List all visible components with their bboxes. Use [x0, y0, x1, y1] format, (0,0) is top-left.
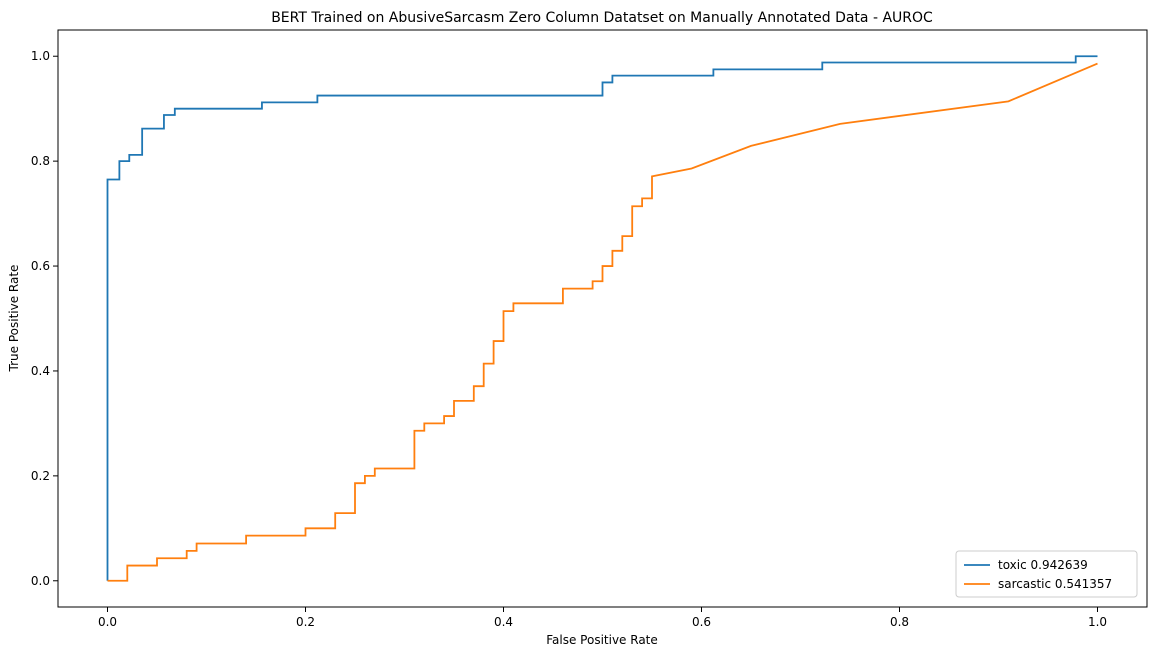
y-tick-label: 0.6: [31, 259, 50, 273]
y-tick-label: 0.8: [31, 154, 50, 168]
series-line-0: [106, 55, 1098, 581]
x-tick-label: 0.2: [296, 615, 315, 629]
x-tick-label: 0.0: [98, 615, 117, 629]
chart-title: BERT Trained on AbusiveSarcasm Zero Colu…: [271, 10, 933, 26]
y-tick-label: 0.4: [31, 364, 50, 378]
plot-area: [57, 29, 1148, 608]
y-tick-label: 0.2: [31, 469, 50, 483]
x-tick-label: 0.6: [692, 615, 711, 629]
x-axis-title: False Positive Rate: [546, 633, 658, 647]
x-tick-label: 0.8: [890, 615, 909, 629]
y-axis: 0.0 0.2 0.4 0.6 0.8 1.0: [31, 49, 58, 588]
series-line-1: [107, 62, 1098, 582]
y-tick-label: 0.0: [31, 574, 50, 588]
x-tick-label: 1.0: [1088, 615, 1107, 629]
legend: toxic 0.942639 sarcastic 0.541357: [955, 550, 1138, 598]
y-axis-title: True Positive Rate: [7, 265, 21, 373]
x-tick-label: 0.4: [494, 615, 513, 629]
x-axis: 0.0 0.2 0.4 0.6 0.8 1.0: [98, 607, 1107, 629]
series-lines: [106, 55, 1098, 582]
legend-label: toxic 0.942639: [998, 558, 1088, 572]
legend-label: sarcastic 0.541357: [998, 577, 1112, 591]
legend-box: [955, 550, 1138, 598]
y-tick-label: 1.0: [31, 49, 50, 63]
